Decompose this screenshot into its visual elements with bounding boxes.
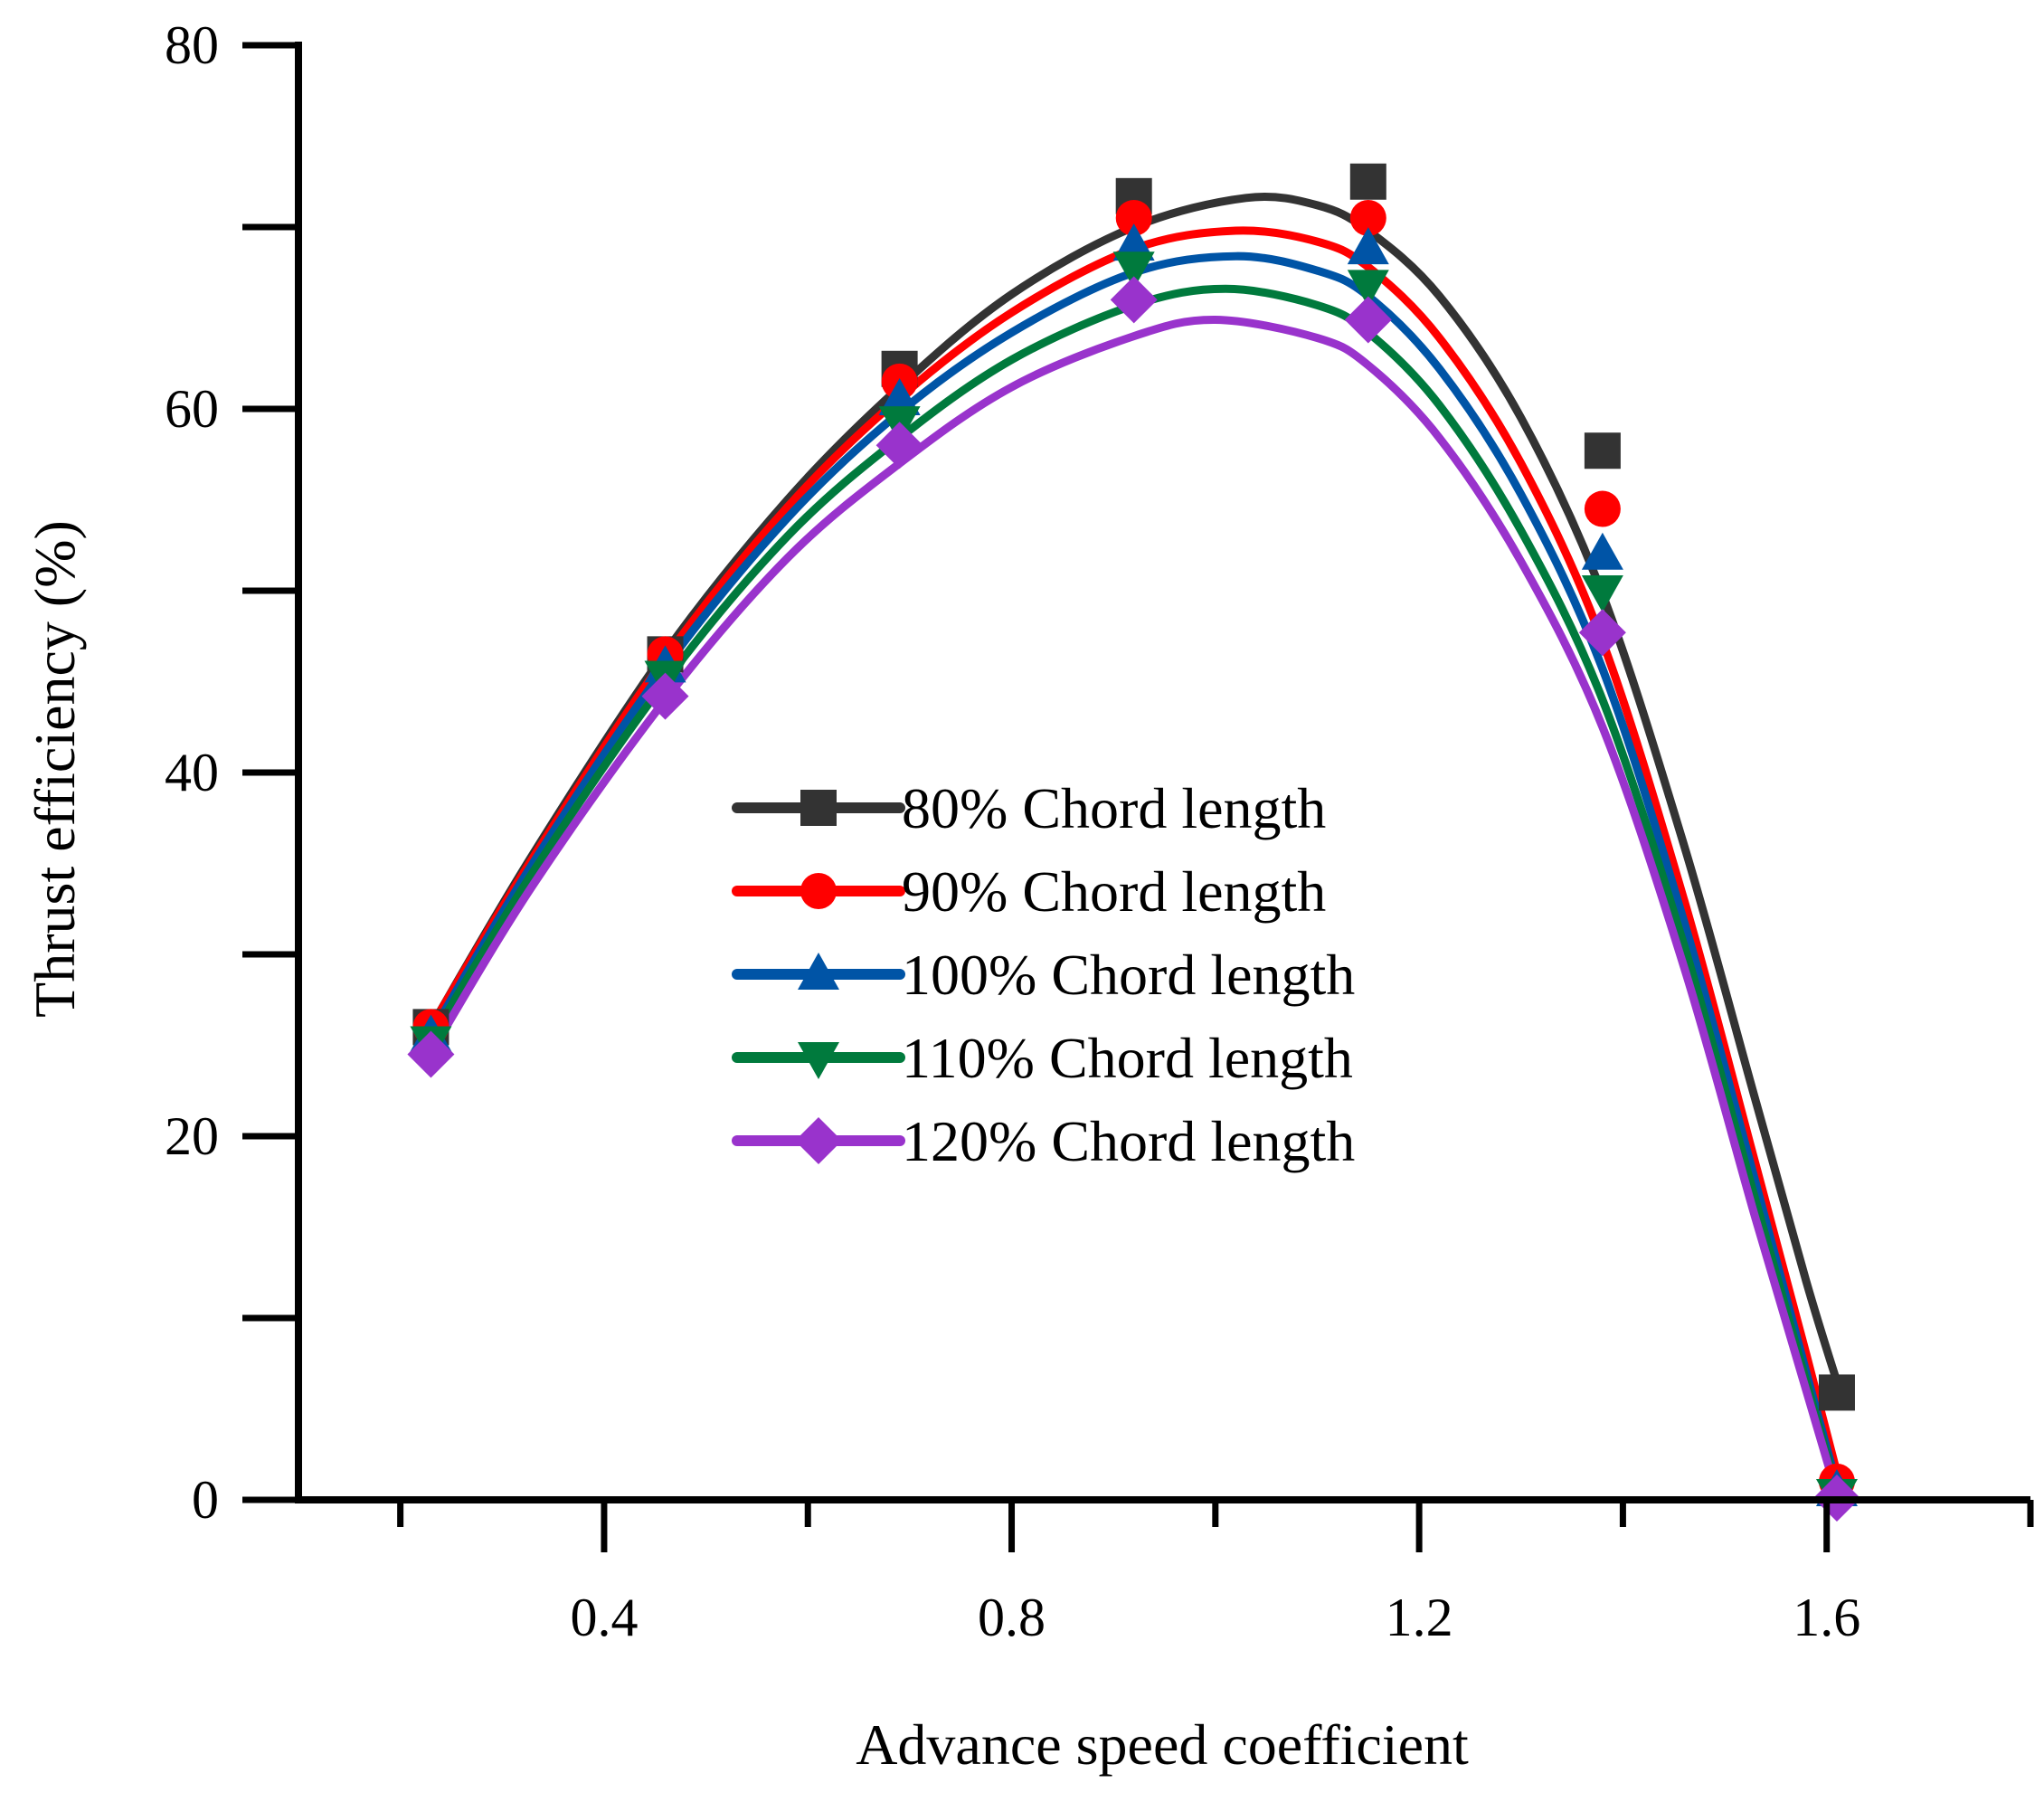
data-point <box>1349 199 1386 236</box>
data-point <box>1112 251 1155 289</box>
data-point <box>1344 296 1392 344</box>
axis-ticks: 0 20 40 60 80 0.4 0.8 1.2 1.6 <box>165 15 2034 1647</box>
legend-label: 120% Chord length <box>902 1109 1355 1173</box>
legend-label: 110% Chord length <box>902 1026 1353 1090</box>
data-point <box>1584 490 1621 527</box>
data-point <box>1818 1374 1855 1411</box>
data-point <box>1581 532 1623 570</box>
series-curves <box>426 193 1841 1499</box>
data-point <box>1115 199 1152 236</box>
data-point <box>641 672 689 720</box>
legend-marker <box>800 873 837 909</box>
data-point <box>1584 432 1621 469</box>
series-line-4 <box>426 284 1841 1495</box>
data-point <box>1110 276 1158 324</box>
x-tick-label: 0.4 <box>570 1588 638 1647</box>
y-tick-label: 20 <box>165 1106 219 1166</box>
legend-marker <box>798 1042 839 1079</box>
data-point <box>878 377 921 415</box>
legend-label: 100% Chord length <box>902 943 1355 1007</box>
legend-label: 90% Chord length <box>902 859 1326 924</box>
series-markers <box>407 163 1860 1522</box>
series-line-5 <box>426 315 1841 1499</box>
legend: 80% Chord length 90% Chord length 100% Cho… <box>732 776 1355 1173</box>
x-tick-label: 0.8 <box>978 1588 1046 1647</box>
y-tick-label: 60 <box>165 379 219 439</box>
data-point <box>875 422 923 469</box>
legend-marker <box>798 953 839 990</box>
legend-marker <box>795 1117 842 1164</box>
data-point <box>1349 163 1386 200</box>
series-line-3 <box>426 251 1841 1490</box>
data-point <box>1347 270 1389 308</box>
x-tick-label: 1.2 <box>1386 1588 1453 1647</box>
y-tick-label: 0 <box>192 1470 219 1530</box>
data-point <box>1347 227 1389 265</box>
legend-label: 80% Chord length <box>902 776 1326 840</box>
data-point <box>1112 223 1155 261</box>
legend-marker <box>800 790 837 826</box>
data-point <box>1578 609 1626 657</box>
y-tick-label: 40 <box>165 743 219 802</box>
x-tick-label: 1.6 <box>1793 1588 1860 1647</box>
y-axis-title: Thrust efficiency (%) <box>23 520 87 1018</box>
series-line-2 <box>426 226 1841 1477</box>
data-point <box>407 1030 455 1078</box>
x-axis-title: Advance speed coefficient <box>856 1712 1469 1777</box>
y-tick-label: 80 <box>165 15 219 75</box>
data-point <box>1581 575 1623 612</box>
